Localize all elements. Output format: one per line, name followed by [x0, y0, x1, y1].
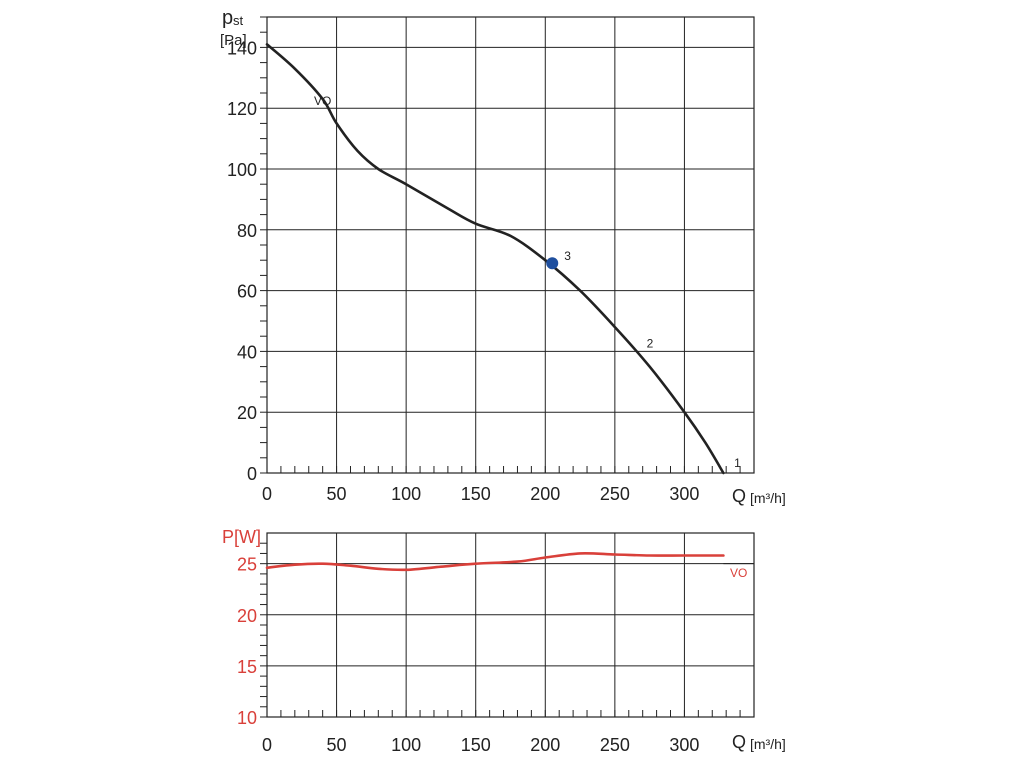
- pressure-point-label: 2: [647, 336, 654, 350]
- pressure-series-line: [265, 43, 725, 475]
- power-ylabel: P[W]: [222, 527, 261, 547]
- power-y-tick-label: 15: [237, 657, 257, 677]
- power-xlabel-unit: [m³/h]: [750, 736, 786, 752]
- power-x-tick-label: 300: [669, 735, 699, 755]
- power-plot-frame: [266, 532, 755, 718]
- pressure-x-tick-label: 300: [669, 484, 699, 504]
- operating-point-marker: [546, 257, 559, 270]
- pressure-y-tick-label: 0: [247, 464, 257, 484]
- power-y-tick-label: 10: [237, 708, 257, 728]
- pressure-y-tick-label: 80: [237, 221, 257, 241]
- power-x-tick-label: 250: [600, 735, 630, 755]
- pressure-xlabel-symbol: Q: [732, 486, 746, 506]
- power-y-tick-label: 20: [237, 606, 257, 626]
- pressure-x-tick-label: 100: [391, 484, 421, 504]
- power-grid: [267, 533, 755, 717]
- pressure-y-tick-label: 20: [237, 403, 257, 423]
- power-x-tick-label: 150: [461, 735, 491, 755]
- pressure-y-tick-label: 120: [227, 99, 257, 119]
- pressure-series-label: VO: [314, 94, 331, 108]
- power-axes: [260, 532, 755, 718]
- pressure-y-tick-label: 100: [227, 160, 257, 180]
- pressure-point-label: 1: [734, 456, 741, 470]
- pressure-y-tick-label: 60: [237, 282, 257, 302]
- power-x-tick-label: 200: [530, 735, 560, 755]
- pressure-tick-labels: 0 50 100 150 200 250 300 0 20 40 60 80 100 120 140: [227, 38, 699, 504]
- power-series-line: [265, 551, 725, 572]
- power-y-tick-label: 25: [237, 555, 257, 575]
- pressure-x-tick-label: 150: [461, 484, 491, 504]
- pressure-y-tick-label: 40: [237, 342, 257, 362]
- pressure-point-label: 3: [564, 249, 571, 263]
- pressure-x-tick-label: 200: [530, 484, 560, 504]
- pressure-plot-frame: [266, 16, 755, 474]
- pressure-xlabel-unit: [m³/h]: [750, 490, 786, 506]
- pressure-axes: [260, 16, 755, 474]
- pressure-ylabel-sub: st: [233, 13, 244, 28]
- power-x-tick-label: 50: [327, 735, 347, 755]
- power-x-tick-label: 100: [391, 735, 421, 755]
- pressure-series: 1 2 3: [265, 43, 741, 475]
- power-series: [265, 551, 754, 572]
- pressure-y-tick-label: 140: [227, 38, 257, 58]
- pressure-ylabel-unit: [Pa]: [220, 32, 247, 49]
- pressure-x-tick-label: 0: [262, 484, 272, 504]
- power-tick-labels: 0 50 100 150 200 250 300 10 15 20 25: [237, 555, 699, 755]
- pressure-ylabel-symbol: p: [222, 7, 233, 29]
- pressure-grid: [267, 17, 755, 473]
- pressure-x-tick-label: 50: [327, 484, 347, 504]
- power-series-label: VO: [730, 566, 747, 580]
- pressure-x-tick-label: 250: [600, 484, 630, 504]
- power-xlabel-symbol: Q: [732, 732, 746, 752]
- power-x-tick-label: 0: [262, 735, 272, 755]
